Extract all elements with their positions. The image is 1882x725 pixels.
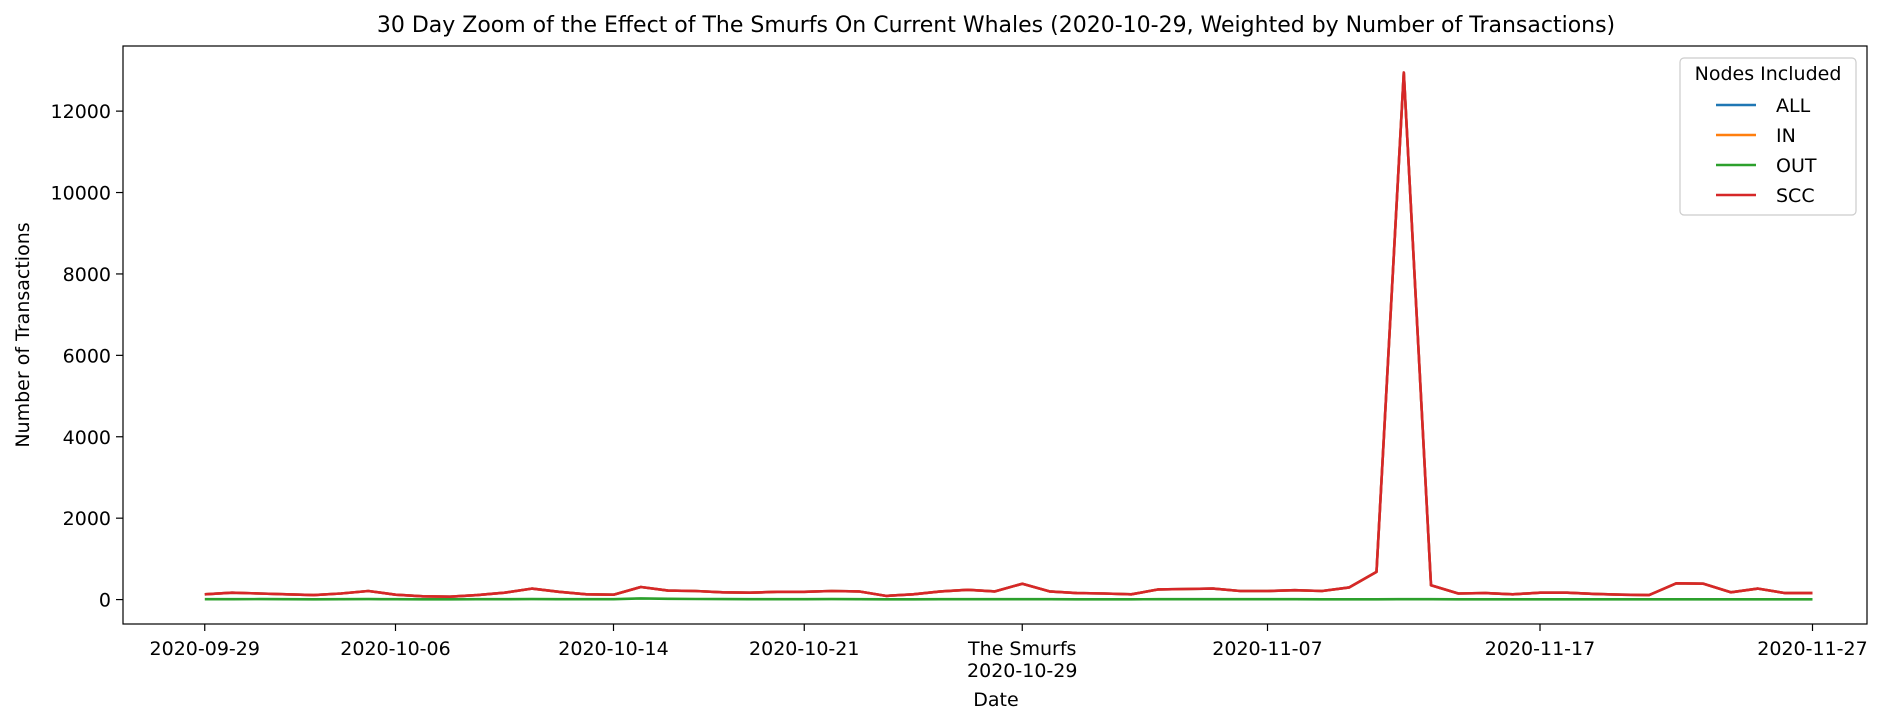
x-tick-label: 2020-10-06 [340,638,450,660]
legend-label-scc: SCC [1776,185,1815,207]
x-axis-label: Date [973,689,1018,711]
y-axis-label: Number of Transactions [12,222,34,447]
y-tick-label: 4000 [63,427,111,449]
x-tick-label: 2020-10-21 [749,638,859,660]
x-tick-label: 2020-10-14 [558,638,668,660]
y-tick-label: 2000 [63,508,111,530]
legend: Nodes Included ALL IN OUT SCC [1679,57,1857,216]
legend-title: Nodes Included [1695,63,1842,85]
x-tick-label: 2020-11-17 [1485,638,1595,660]
legend-box [1679,57,1857,216]
x-tick-label: 2020-11-07 [1212,638,1322,660]
y-tick-label: 6000 [63,345,111,367]
y-axis: 0 2000 4000 6000 8000 10000 12000 [51,101,123,612]
chart-title: 30 Day Zoom of the Effect of The Smurfs … [377,13,1615,38]
series-line-scc [204,71,1813,599]
series-line-out [204,597,1813,601]
y-tick-label: 8000 [63,264,111,286]
x-tick-label: 2020-11-27 [1757,638,1867,660]
x-tick-label: The Smurfs [967,638,1076,660]
y-tick-label: 0 [99,590,111,612]
plot-area [122,45,1868,625]
legend-label-out: OUT [1776,155,1817,177]
legend-label-all: ALL [1776,95,1811,117]
y-tick-label: 12000 [51,101,111,123]
series-lines [204,71,1813,601]
x-tick-label: 2020-10-29 [967,660,1077,682]
x-tick-label: 2020-09-29 [150,638,260,660]
y-tick-label: 10000 [51,183,111,205]
legend-label-in: IN [1776,125,1796,147]
x-axis: 2020-09-29 2020-10-06 2020-10-14 2020-10-21… [150,624,1868,682]
